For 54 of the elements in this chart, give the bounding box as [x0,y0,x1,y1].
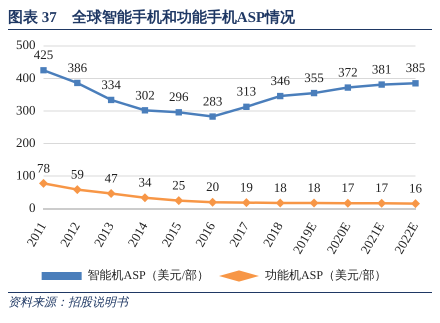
y-tick-label: 400 [16,70,36,85]
legend-label: 功能机ASP（美元/部） [265,268,386,282]
point [310,90,318,96]
point [72,185,82,194]
point [276,198,285,208]
data-label: 16 [408,180,422,196]
point [344,84,352,91]
point [209,113,216,120]
point [378,81,385,88]
data-label: 355 [304,70,324,85]
data-label: 17 [375,180,389,196]
chart-title: 图表 37 全球智能手机和功能手机ASP情况 [8,8,432,30]
y-tick-label: 100 [16,168,36,183]
data-label: 17 [341,180,355,196]
point [108,96,114,104]
y-tick-label: 200 [16,135,36,150]
point [106,188,116,198]
point [412,80,419,86]
y-tick-label: 0 [29,200,36,216]
point [277,92,284,100]
data-label: 381 [372,62,392,77]
point [142,107,148,114]
point [176,109,182,116]
point [40,67,47,74]
data-label: 302 [135,87,155,102]
data-label: 283 [202,93,222,108]
point [140,193,150,202]
data-label: 425 [34,47,54,62]
data-label: 78 [37,160,50,176]
legend-label: 智能机ASP（美元/部） [88,268,210,282]
y-tick-label: 300 [16,102,36,118]
point [74,80,80,86]
data-label: 34 [138,174,152,190]
point [208,198,218,207]
data-label: 334 [101,76,122,92]
point [243,104,250,110]
data-label: 19 [240,180,253,195]
data-label: 386 [68,60,88,75]
data-label: 296 [169,89,190,104]
data-label: 47 [104,170,118,186]
y-tick-label: 500 [16,37,36,52]
data-label: 18 [274,180,287,195]
data-label: 372 [338,64,358,80]
data-label: 346 [270,72,290,88]
point [174,196,184,206]
data-label: 385 [406,60,426,76]
text: 资料来源：招股说明书 [8,292,432,311]
data-label: 18 [308,180,321,195]
data-label: 59 [70,166,84,182]
data-label: 25 [172,178,186,193]
point [39,178,48,188]
data-label: 313 [236,84,256,99]
point [242,198,251,208]
data-label: 20 [206,179,220,194]
